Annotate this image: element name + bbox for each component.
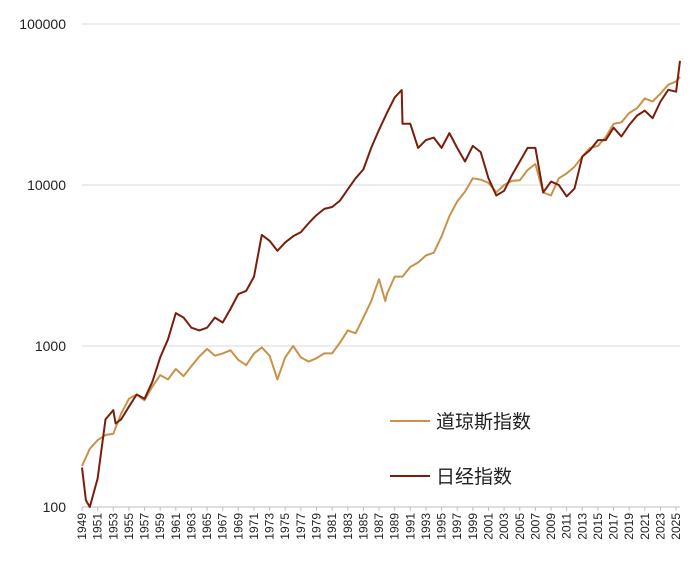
gridlines [82, 23, 680, 347]
x-tick-label: 1993 [419, 513, 433, 540]
x-tick-label: 1987 [372, 513, 386, 540]
x-tick-label: 1971 [247, 513, 261, 540]
x-tick-label: 2003 [497, 513, 511, 540]
x-tick-label: 1965 [200, 513, 214, 540]
x-axis-ticks: 1949 1951 1953 1955 1957 1959 1961 1963 1965 1967… [75, 507, 683, 540]
y-axis-ticks: 100 1000 10000 100000 [19, 16, 66, 515]
x-tick-label: 1981 [325, 513, 339, 540]
legend-label-dow: 道琼斯指数 [436, 411, 531, 433]
x-tick-label: 1949 [75, 513, 89, 540]
x-tick-label: 1997 [450, 513, 464, 540]
x-tick-label: 1999 [466, 513, 480, 540]
x-tick-label: 1991 [403, 513, 417, 540]
x-tick-label: 2025 [669, 513, 683, 540]
series-line-dow [81, 76, 681, 467]
x-tick-label: 2023 [653, 513, 667, 540]
series-lines [81, 60, 681, 508]
x-tick-label: 2011 [560, 513, 574, 539]
x-tick-label: 1995 [435, 513, 449, 540]
y-tick-label: 100000 [19, 16, 66, 32]
x-tick-label: 1951 [91, 513, 105, 540]
legend-item-dow: 道琼斯指数 [390, 411, 531, 433]
x-tick-label: 1963 [184, 513, 198, 540]
x-tick-label: 2019 [622, 513, 636, 540]
x-tick-label: 2013 [575, 513, 589, 540]
x-tick-label: 2009 [544, 513, 558, 540]
x-tick-label: 1979 [310, 513, 324, 540]
x-tick-label: 1953 [106, 513, 120, 540]
x-tick-label: 1973 [263, 513, 277, 540]
series-line-nikkei [81, 60, 681, 508]
x-tick-label: 1975 [278, 513, 292, 540]
x-tick-label: 1959 [153, 513, 167, 540]
x-tick-label: 2015 [591, 513, 605, 540]
x-tick-label: 1957 [138, 513, 152, 540]
x-tick-label: 1961 [169, 513, 183, 540]
x-tick-label: 1955 [122, 513, 136, 540]
x-tick-label: 2017 [607, 513, 621, 540]
legend-label-nikkei: 日经指数 [436, 466, 512, 488]
x-tick-label: 2001 [481, 513, 495, 540]
x-tick-label: 2005 [513, 513, 527, 540]
y-tick-label: 100 [43, 499, 67, 515]
x-tick-label: 1977 [294, 513, 308, 540]
x-tick-label: 2021 [638, 513, 652, 540]
legend: 道琼斯指数 日经指数 [390, 411, 531, 488]
x-tick-label: 2007 [528, 513, 542, 540]
x-tick-label: 1969 [231, 513, 245, 540]
y-tick-label: 10000 [27, 177, 66, 193]
x-tick-label: 1989 [388, 513, 402, 540]
x-tick-label: 1985 [356, 513, 370, 540]
x-tick-label: 1967 [216, 513, 230, 540]
x-tick-label: 1983 [341, 513, 355, 540]
y-tick-label: 1000 [35, 338, 66, 354]
legend-item-nikkei: 日经指数 [390, 466, 512, 488]
